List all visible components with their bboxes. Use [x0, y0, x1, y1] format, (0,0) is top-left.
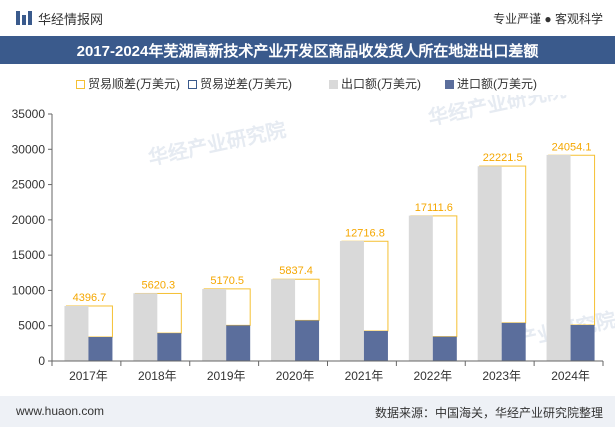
import-bar: [501, 322, 526, 361]
data-label: 4396.7: [73, 292, 107, 304]
tagline: 专业严谨 ● 客观科学: [493, 12, 603, 26]
legend-label-exports: 出口额(万美元): [341, 77, 421, 91]
export-bar: [271, 279, 296, 361]
export-bar: [202, 289, 227, 361]
data-label: 5620.3: [141, 279, 175, 291]
data-label: 22221.5: [483, 152, 523, 164]
watermark-text: 华经产业研究院: [146, 117, 288, 170]
legend: 贸易顺差(万美元) 贸易逆差(万美元) 出口额(万美元) 进口额(万美元): [0, 75, 615, 93]
x-tick-label: 2019年: [207, 369, 246, 383]
x-tick-label: 2021年: [345, 369, 384, 383]
logo-icon: [16, 11, 32, 25]
data-label: 5170.5: [210, 275, 244, 287]
export-bar: [64, 305, 89, 361]
chart-title: 2017-2024年芜湖高新技术产业开发区商品收发货人所在地进出口差额: [76, 43, 539, 60]
data-label: 17111.6: [415, 202, 453, 214]
brand-name[interactable]: 华经情报网: [38, 12, 104, 27]
import-bar: [432, 336, 457, 361]
export-bar: [546, 154, 571, 361]
import-bar: [157, 333, 182, 361]
legend-label-imports: 进口额(万美元): [457, 77, 537, 91]
export-bar: [477, 166, 502, 361]
legend-label-trade-surplus: 贸易顺差(万美元): [88, 77, 180, 91]
y-tick-label: 25000: [12, 178, 46, 192]
x-tick-label: 2024年: [551, 369, 590, 383]
footer-bar: www.huaon.com 数据来源：中国海关，华经产业研究院整理: [0, 396, 615, 427]
y-tick-label: 30000: [12, 142, 46, 156]
x-tick-label: 2022年: [413, 369, 452, 383]
legend-swatch-trade-surplus: [76, 80, 85, 89]
data-label: 5837.4: [279, 265, 313, 277]
axis-group: 2017年 2018年 2019年 2020年 2021年 2022年 2023年 2024年…: [12, 107, 604, 383]
data-label: 24054.1: [552, 141, 592, 153]
y-tick-label: 5000: [18, 319, 45, 333]
legend-swatch-trade-deficit: [188, 80, 197, 89]
legend-item-imports: 进口额(万美元): [445, 75, 537, 92]
legend-swatch-imports: [445, 80, 454, 89]
legend-label-trade-deficit: 贸易逆差(万美元): [200, 77, 292, 91]
bar-group: 4396.7 5620.3 5170.5 5837.4 12716.8 17111.6 22…: [64, 141, 596, 361]
legend-item-trade-surplus: 贸易顺差(万美元): [76, 75, 180, 92]
x-tick-label: 2020年: [276, 369, 315, 383]
y-tick-label: 15000: [12, 248, 46, 262]
y-tick-label: 0: [38, 354, 45, 368]
x-tick-label: 2023年: [482, 369, 521, 383]
import-bar: [226, 325, 251, 361]
website-link[interactable]: www.huaon.com: [16, 404, 105, 418]
legend-item-exports: 出口额(万美元): [329, 75, 421, 92]
x-tick-label: 2018年: [138, 369, 177, 383]
legend-swatch-exports: [329, 80, 338, 89]
y-tick-label: 10000: [12, 283, 46, 297]
import-bar: [363, 331, 388, 361]
import-bar: [295, 320, 320, 361]
export-bar: [133, 293, 158, 361]
y-tick-label: 35000: [12, 107, 46, 121]
import-bar: [88, 337, 113, 361]
watermark-text: 华经产业研究院: [426, 95, 568, 130]
export-bar: [408, 215, 433, 361]
x-tick-label: 2017年: [69, 369, 108, 383]
legend-item-trade-deficit: 贸易逆差(万美元): [188, 75, 292, 92]
import-bar: [570, 325, 595, 361]
top-bar: 华经情报网 专业严谨 ● 客观科学: [0, 0, 615, 36]
y-tick-label: 20000: [12, 213, 46, 227]
export-bar: [339, 241, 364, 361]
title-bar: 2017-2024年芜湖高新技术产业开发区商品收发货人所在地进出口差额: [0, 36, 615, 64]
data-label: 12716.8: [345, 227, 385, 239]
data-source: 数据来源：中国海关，华经产业研究院整理: [374, 406, 603, 420]
